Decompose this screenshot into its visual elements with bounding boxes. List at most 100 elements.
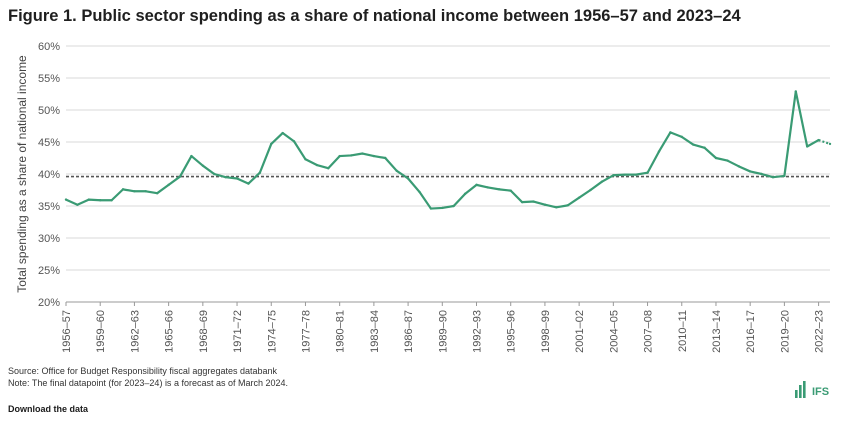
data-point	[167, 183, 170, 187]
x-tick-label: 1974–75	[266, 310, 278, 353]
y-tick-label: 45%	[38, 137, 60, 149]
y-axis-label: Total spending as a share of national in…	[15, 55, 29, 293]
data-point	[509, 189, 512, 192]
data-point	[646, 171, 649, 174]
data-point	[304, 158, 307, 161]
x-tick-label: 1959–60	[95, 310, 107, 353]
x-tick-label: 1956–57	[61, 310, 73, 353]
data-point	[133, 190, 136, 193]
y-tick-label: 50%	[38, 105, 60, 117]
data-point	[486, 186, 490, 189]
data-point	[406, 177, 410, 180]
data-point	[589, 188, 592, 192]
data-point	[600, 180, 604, 183]
data-point	[463, 192, 467, 196]
data-point	[292, 140, 296, 143]
y-tick-label: 55%	[38, 73, 60, 85]
data-point	[680, 135, 683, 139]
data-point	[520, 200, 524, 204]
data-point	[475, 183, 478, 187]
data-point	[612, 174, 615, 177]
x-tick-label: 2019–20	[779, 310, 791, 353]
figure-title: Figure 1. Public sector spending as a sh…	[8, 7, 741, 25]
data-point	[258, 171, 262, 174]
data-point	[178, 175, 182, 178]
source-text: Source: Office for Budget Responsibility…	[8, 366, 277, 376]
series-layer	[64, 90, 832, 210]
data-point	[110, 199, 113, 202]
x-tick-label: 1971–72	[232, 310, 244, 353]
data-point	[623, 173, 626, 176]
data-point	[555, 206, 558, 209]
note-text: Note: The final datapoint (for 2023–24) …	[8, 377, 288, 388]
data-point	[691, 143, 695, 146]
data-point	[99, 199, 102, 202]
x-tick-label: 2022–23	[814, 310, 826, 353]
data-point	[327, 167, 330, 170]
y-tick-label: 40%	[38, 169, 60, 181]
x-tick-label: 1998–99	[540, 310, 552, 353]
data-point	[669, 131, 672, 134]
x-tick-label: 1968–69	[198, 310, 210, 353]
data-point	[452, 204, 455, 208]
data-point	[349, 154, 353, 157]
x-tick-label: 1983–84	[369, 310, 381, 353]
data-point	[190, 154, 193, 158]
x-tick-label: 2001–02	[574, 310, 586, 353]
data-point	[441, 206, 444, 210]
data-point	[783, 174, 786, 178]
data-point	[817, 138, 820, 142]
data-point	[64, 198, 68, 201]
x-tick-label: 2007–08	[643, 310, 655, 353]
data-point	[760, 172, 763, 176]
data-point	[748, 170, 752, 173]
data-point	[87, 198, 91, 201]
x-tick-label: 2004–05	[608, 310, 620, 353]
y-tick-label: 60%	[38, 41, 60, 53]
x-tick-label: 1986–87	[403, 310, 415, 353]
data-point	[577, 196, 581, 199]
data-point	[224, 176, 227, 179]
y-tick-label: 35%	[38, 201, 60, 213]
download-data-link[interactable]: Download the data	[8, 404, 89, 414]
data-point	[361, 152, 364, 155]
data-point	[418, 190, 421, 194]
data-point	[76, 203, 79, 206]
x-tick-label: 2016–17	[745, 310, 757, 353]
x-tick-label: 2010–11	[677, 310, 689, 352]
data-point	[395, 169, 398, 172]
y-tick-label: 20%	[38, 297, 60, 309]
data-point	[543, 203, 547, 206]
x-tick-label: 1965–66	[164, 310, 176, 353]
data-point	[714, 156, 718, 160]
y-axis-ticks: 20% 25% 30% 35% 40% 45% 50% 55% 60%	[38, 41, 60, 309]
data-point	[144, 190, 148, 193]
logo-text: IFS	[812, 386, 830, 398]
data-point	[566, 204, 569, 207]
data-point	[771, 176, 775, 179]
x-axis-ticks: 1956–57 1959–60 1962–63 1965–66 1968–69 1971–…	[61, 302, 826, 353]
data-point	[372, 154, 376, 158]
data-point	[384, 156, 387, 160]
data-point	[338, 154, 341, 158]
x-tick-label: 1989–90	[437, 310, 449, 353]
x-tick-label: 1995–96	[506, 310, 518, 353]
data-point	[270, 142, 273, 146]
notes-block: Source: Office for Budget Responsibility…	[8, 366, 288, 389]
data-point	[315, 163, 319, 167]
data-point	[213, 172, 216, 176]
data-point	[828, 142, 832, 146]
data-point	[281, 131, 284, 135]
x-tick-label: 1992–93	[472, 310, 484, 353]
data-point	[737, 165, 740, 168]
y-tick-label: 30%	[38, 233, 60, 245]
data-point	[657, 150, 661, 153]
bar-chart-icon	[795, 381, 806, 398]
y-tick-label: 25%	[38, 265, 60, 277]
x-tick-label: 1980–81	[335, 310, 347, 353]
data-point	[634, 173, 638, 176]
data-point	[121, 188, 125, 191]
data-point	[794, 90, 797, 93]
data-point	[156, 192, 159, 195]
